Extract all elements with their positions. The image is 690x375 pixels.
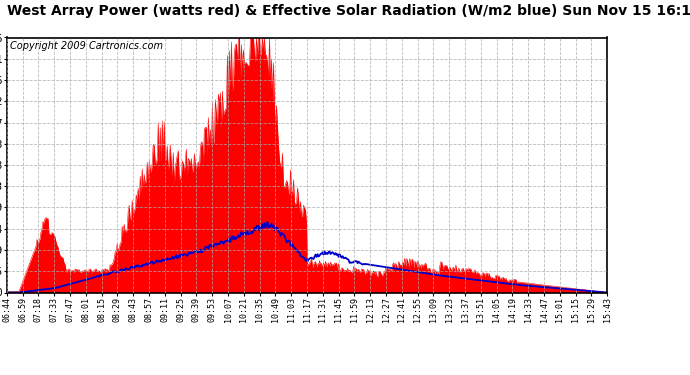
Text: Copyright 2009 Cartronics.com: Copyright 2009 Cartronics.com bbox=[10, 41, 163, 51]
Text: West Array Power (watts red) & Effective Solar Radiation (W/m2 blue) Sun Nov 15 : West Array Power (watts red) & Effective… bbox=[7, 4, 690, 18]
